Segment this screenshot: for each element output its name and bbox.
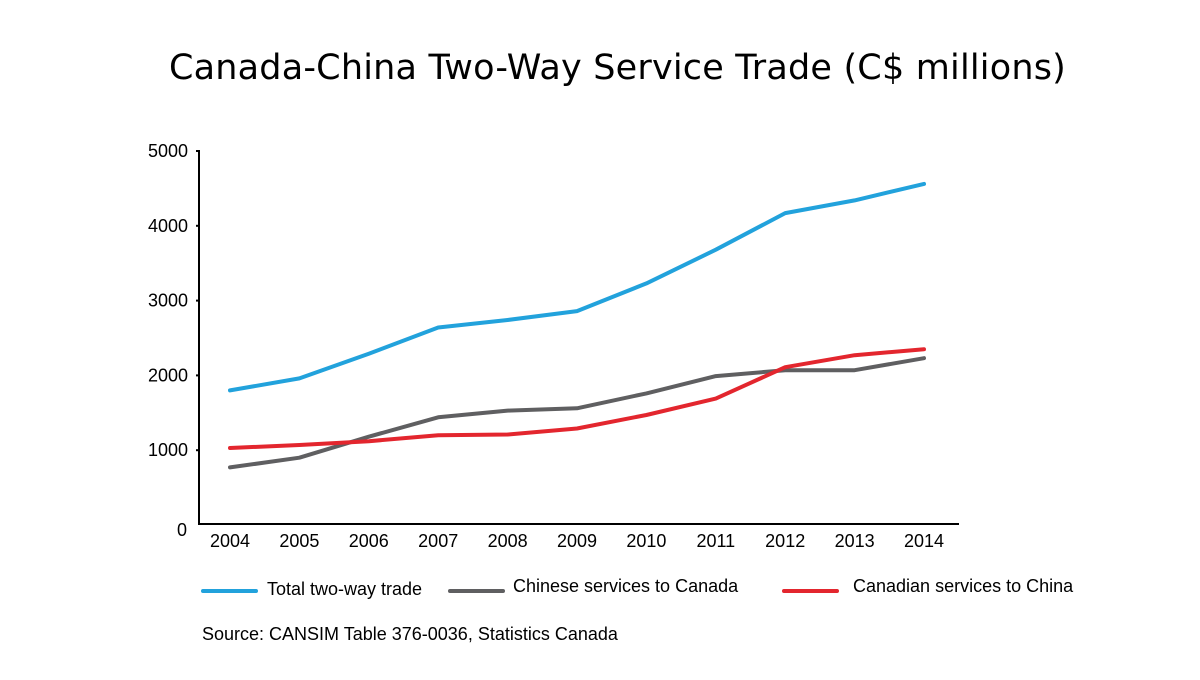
y-tick-label: 2000 xyxy=(148,365,188,385)
legend-label-total: Total two-way trade xyxy=(267,579,423,599)
x-tick-label: 2006 xyxy=(349,531,389,551)
x-tick-label: 2009 xyxy=(557,531,597,551)
series-lines xyxy=(228,181,926,470)
x-tick-label: 2014 xyxy=(904,531,944,551)
legend-swatch-canadian xyxy=(782,589,839,593)
y-tick-label: 5000 xyxy=(148,141,188,161)
source-note: Source: CANSIM Table 376-0036, Statistic… xyxy=(202,624,618,644)
legend-swatch-total xyxy=(201,589,258,593)
series-line-total xyxy=(228,181,926,393)
y-tick-label: 3000 xyxy=(148,291,188,311)
legend-label-canadian: Canadian services to China xyxy=(853,576,1074,596)
series-line-canadian xyxy=(228,347,926,450)
y-tick-label: 4000 xyxy=(148,216,188,236)
y-axis-ticks: 0 1000 2000 3000 4000 5000 xyxy=(148,141,199,540)
x-tick-label: 2007 xyxy=(418,531,458,551)
legend-swatch-chinese xyxy=(448,589,505,593)
chart-title: Canada-China Two-Way Service Trade (C$ m… xyxy=(168,48,1067,88)
x-tick-label: 2013 xyxy=(835,531,875,551)
x-tick-label: 2011 xyxy=(696,531,735,551)
x-tick-label: 2008 xyxy=(488,531,528,551)
x-tick-label: 2004 xyxy=(210,531,250,551)
y-tick-label: 0 xyxy=(177,520,187,540)
x-tick-label: 2012 xyxy=(765,531,805,551)
x-tick-label: 2005 xyxy=(279,531,319,551)
legend-label-chinese: Chinese services to Canada xyxy=(513,576,739,596)
x-tick-label: 2010 xyxy=(626,531,666,551)
x-axis-ticks: 2004 2005 2006 2007 2008 2009 2010 2011 2012 2013… xyxy=(210,531,944,551)
y-tick-label: 1000 xyxy=(148,440,188,460)
series-line-chinese xyxy=(228,356,926,470)
